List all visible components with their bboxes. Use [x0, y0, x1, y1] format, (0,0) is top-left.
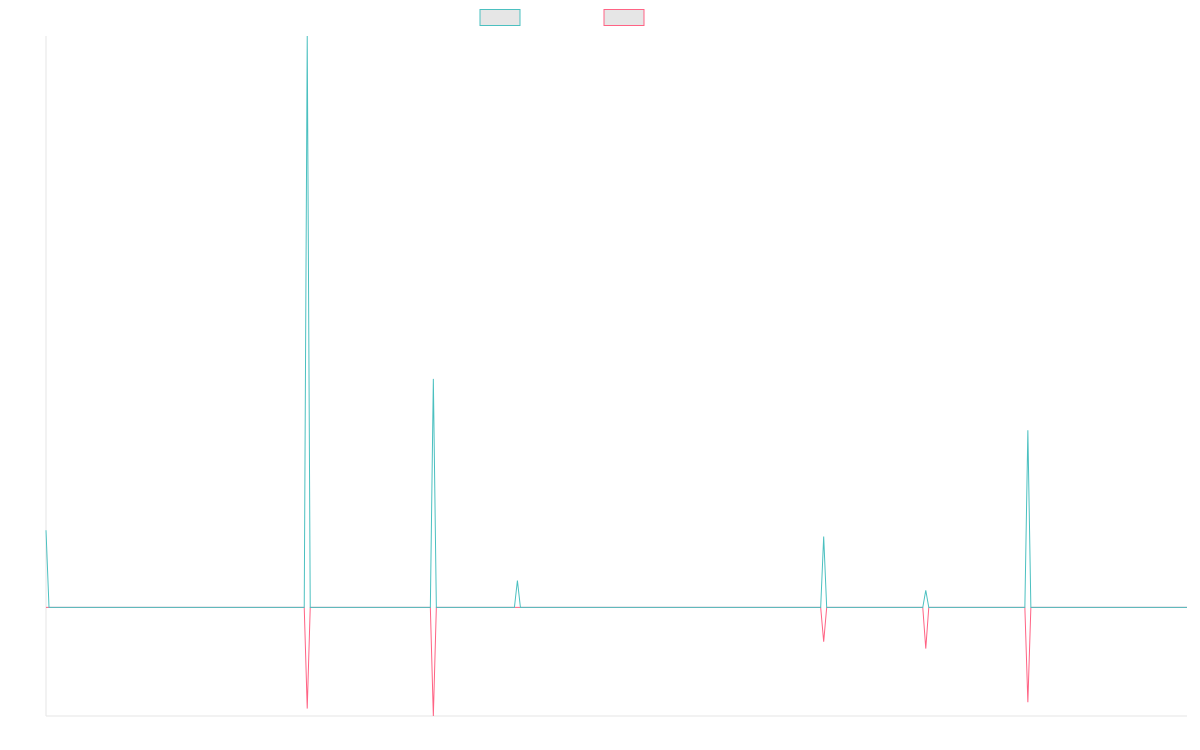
series-line — [46, 606, 1187, 717]
legend-swatch — [603, 9, 645, 26]
legend-swatch — [479, 9, 521, 26]
series-line — [45, 35, 1187, 608]
